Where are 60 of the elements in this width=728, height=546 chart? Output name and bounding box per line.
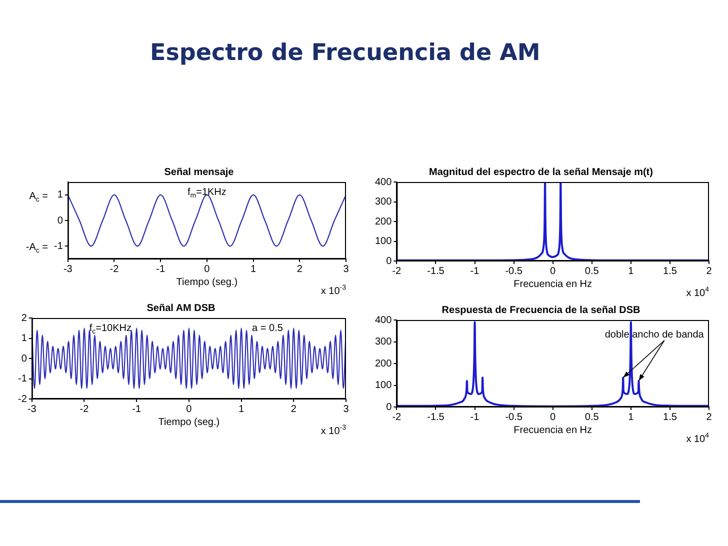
x-tick-label: -1.5 bbox=[427, 412, 445, 423]
y-tick-label: 1 bbox=[57, 190, 64, 201]
line-series bbox=[396, 182, 709, 261]
y-tick-label: -1 bbox=[54, 240, 64, 252]
y-tick-label: 100 bbox=[374, 236, 392, 247]
x-tick-label: -0.5 bbox=[505, 412, 523, 423]
x-tick-label: -3 bbox=[27, 404, 37, 415]
y-tick-label: 200 bbox=[374, 216, 392, 228]
y-tick-label: 0 bbox=[57, 215, 64, 226]
x-tick-label: -1 bbox=[470, 412, 480, 423]
chart-title: Magnitud del espectro de la señal Mensaje m(t) bbox=[429, 166, 653, 178]
x-tick-label: -1.5 bbox=[427, 266, 445, 277]
x-tick-label: 3 bbox=[343, 404, 350, 415]
chart-title: Señal AM DSB bbox=[146, 302, 216, 314]
x-tick-label: 0 bbox=[550, 412, 556, 423]
y-tick-label: 1 bbox=[21, 333, 28, 344]
x-axis-title: Tiempo (seg.) bbox=[176, 276, 238, 288]
x-tick-label: 1 bbox=[628, 412, 634, 423]
x-tick-label: -2 bbox=[110, 264, 120, 275]
x-tick-label: -2 bbox=[80, 404, 90, 415]
x-tick-label: 0 bbox=[204, 264, 210, 275]
x-tick-label: 2 bbox=[706, 412, 712, 423]
x-tick-label: 0.5 bbox=[584, 412, 600, 423]
y-tick-label: -1 bbox=[18, 374, 28, 384]
y-tick-label: 100 bbox=[374, 380, 392, 391]
x-tick-label: 1.5 bbox=[663, 412, 678, 423]
x-tick-label: 0.5 bbox=[584, 266, 600, 277]
x-tick-label: -1 bbox=[470, 266, 480, 277]
y-tick-label: 400 bbox=[374, 176, 392, 188]
annotation: a = 0.5 bbox=[252, 323, 284, 334]
y-tick-label: 400 bbox=[374, 314, 392, 326]
text: Espectro de Frecuencia de AM bbox=[150, 40, 540, 66]
x-tick-label: 2 bbox=[290, 404, 297, 415]
y-tick-label: -2 bbox=[18, 394, 28, 405]
annotation: doble ancho de banda bbox=[604, 329, 704, 340]
x-tick-label: -3 bbox=[63, 264, 73, 275]
x-tick-label: -1 bbox=[156, 264, 166, 275]
x-axis-title: Tiempo (seg.) bbox=[158, 416, 220, 428]
x-tick-label: 1.5 bbox=[663, 266, 678, 277]
x-tick-label: 3 bbox=[343, 264, 350, 275]
chart-title: Señal mensaje bbox=[164, 166, 234, 178]
x-tick-label: 0 bbox=[550, 266, 556, 277]
x-tick-label: 1 bbox=[238, 404, 245, 415]
x-tick-label: -0.5 bbox=[505, 266, 523, 277]
x-axis-title: Frecuencia en Hz bbox=[514, 278, 592, 290]
x-tick-label: -1 bbox=[132, 404, 142, 415]
x-tick-label: 0 bbox=[186, 404, 192, 415]
x-tick-label: 2 bbox=[296, 264, 303, 275]
x-axis-title: Frecuencia en Hz bbox=[514, 424, 592, 436]
y-tick-label: 300 bbox=[374, 336, 392, 348]
y-tick-label: 300 bbox=[374, 196, 392, 208]
line-series bbox=[396, 321, 709, 407]
y-tick-label: 0 bbox=[21, 353, 28, 364]
x-tick-label: 1 bbox=[250, 264, 257, 275]
x-tick-label: 1 bbox=[628, 266, 634, 277]
y-tick-label: 200 bbox=[374, 358, 392, 370]
y-tick-label: 0 bbox=[386, 256, 392, 267]
x-tick-label: 2 bbox=[706, 266, 712, 277]
chart-title: Respuesta de Frecuencia de la señal DSB bbox=[442, 304, 640, 316]
y-tick-label: 2 bbox=[21, 312, 28, 324]
